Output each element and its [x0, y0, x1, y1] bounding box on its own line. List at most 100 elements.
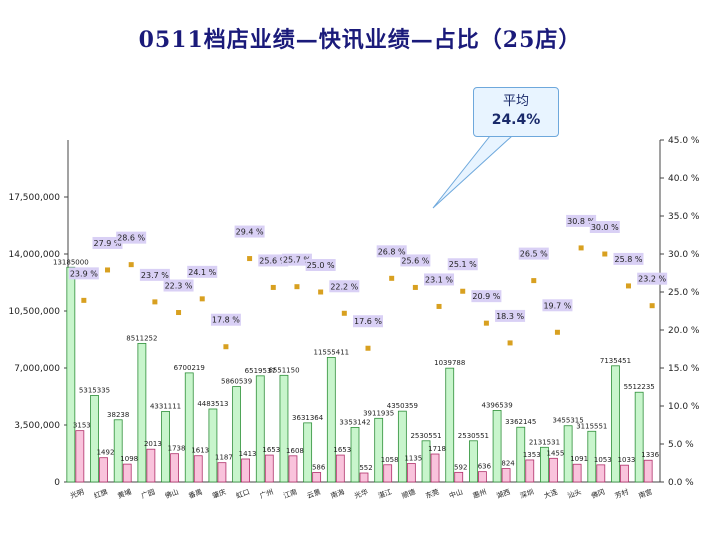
chart-title: 0511档店业绩—快讯业绩—占比（25店）	[138, 27, 582, 53]
bar-series2	[549, 457, 558, 483]
category-label: 肇庆	[211, 487, 227, 500]
pct-data-label: 23.1 %	[425, 275, 453, 284]
bar1-data-label: 6551150	[268, 366, 299, 374]
pct-data-label: 28.6 %	[117, 234, 145, 243]
bar-series2	[406, 463, 416, 483]
bar1-data-label: 5860539	[221, 378, 252, 386]
right-tick-label: 35.0 %	[668, 212, 700, 222]
pct-label-box	[589, 221, 620, 233]
pct-point	[554, 329, 560, 335]
callout-value: 24.4%	[491, 112, 541, 128]
bar-series2	[643, 459, 653, 483]
bar2-data-label: 552	[359, 464, 372, 472]
bar1-data-label: 5315335	[79, 386, 110, 394]
bar-series2	[383, 464, 393, 483]
category-label: 光华	[353, 487, 369, 500]
bar2-data-label: 586	[312, 463, 326, 471]
pct-point	[365, 345, 371, 351]
pct-label-box	[187, 265, 218, 278]
pct-label-box	[518, 247, 549, 260]
bar1-data-label: 11555411	[313, 348, 349, 356]
bar-series1	[587, 430, 597, 483]
bar1-data-label: 38238	[107, 411, 129, 419]
bar-series1	[516, 426, 526, 483]
pct-label-box	[116, 231, 147, 244]
bar-series2	[335, 454, 345, 483]
bar2-data-label: 1336	[641, 451, 659, 459]
pct-label-box	[542, 299, 573, 312]
bar2-data-label: 1653	[333, 446, 351, 454]
pct-label-box	[613, 252, 644, 265]
pct-data-label: 27.9 %	[94, 239, 122, 248]
bar1-data-label: 6519537	[245, 367, 276, 375]
bar-series1	[421, 440, 431, 483]
bar1-data-label: 2530551	[410, 432, 441, 440]
bar1-data-label: 3362145	[505, 418, 536, 426]
pct-data-label: 22.2 %	[330, 282, 358, 291]
pct-data-label: 17.8 %	[212, 316, 240, 325]
pct-data-label: 24.1 %	[188, 268, 216, 277]
right-tick-label: 40.0 %	[668, 174, 700, 184]
bar2-data-label: 1718	[428, 445, 446, 453]
bar-series2	[75, 430, 85, 483]
bar-series2	[620, 464, 629, 483]
pct-label-box	[495, 309, 526, 322]
pct-label-box	[376, 245, 407, 258]
bar-series1	[113, 419, 123, 483]
category-label: 深圳	[519, 487, 535, 500]
pct-label-box	[258, 254, 289, 267]
bar1-data-label: 3631364	[292, 414, 324, 422]
callout-pointer	[432, 135, 514, 209]
bar2-data-label: 1091	[570, 455, 588, 463]
bar-series1	[445, 367, 455, 483]
right-tick-label: 10.0 %	[668, 402, 700, 412]
pct-data-label: 25.6 %	[401, 256, 429, 265]
category-label: 芳村	[614, 487, 630, 500]
bar-series1	[563, 425, 573, 483]
bar-series2	[501, 468, 511, 483]
right-tick-label: 15.0 %	[668, 364, 700, 374]
left-tick-label: 17,500,000	[8, 193, 60, 203]
bar2-data-label: 2013	[144, 440, 162, 448]
pct-label-box	[447, 258, 478, 271]
bar-series2	[312, 472, 322, 483]
bar-series1	[492, 410, 502, 483]
bar1-data-label: 8511252	[126, 334, 157, 342]
pct-point	[507, 340, 513, 346]
bar-series1	[468, 440, 478, 483]
pct-label-box	[234, 225, 265, 238]
pct-point	[578, 245, 584, 251]
pct-point	[294, 284, 300, 290]
category-label: 中山	[448, 487, 464, 500]
pct-data-label: 25.6 %	[259, 256, 287, 265]
pct-data-label: 18.3 %	[496, 312, 524, 321]
pct-point	[460, 288, 466, 294]
left-tick-label: 14,000,000	[8, 250, 60, 260]
pct-data-label: 25.0 %	[307, 261, 335, 270]
left-tick-label: 3,500,000	[14, 421, 60, 431]
bar-series2	[359, 472, 369, 483]
pct-point	[649, 303, 655, 309]
pct-point	[81, 297, 87, 303]
category-label: 番禺	[188, 488, 204, 500]
bar2-data-label: 1353	[523, 451, 541, 459]
bar-series2	[525, 459, 535, 483]
bar-series2	[596, 464, 606, 483]
right-tick-label: 20.0 %	[668, 326, 700, 336]
pct-point	[483, 320, 489, 326]
pct-data-label: 26.8 %	[378, 247, 406, 256]
bar-series1	[611, 365, 620, 483]
pct-label-box	[305, 259, 336, 271]
pct-label-box	[139, 268, 170, 281]
bar-series1	[397, 410, 407, 483]
bar1-data-label: 2131531	[529, 438, 560, 446]
data-labels: 13185000 3153 5315335 1492 38238 1098 8511252 2…	[53, 258, 660, 472]
pct-label-box	[637, 272, 668, 285]
category-label: 东莞	[424, 487, 440, 500]
pct-point	[176, 310, 182, 316]
bar1-data-label: 5512235	[624, 383, 655, 391]
category-label: 湛江	[377, 488, 393, 500]
bar1-data-label: 4331111	[150, 402, 181, 410]
bar2-data-label: 1608	[286, 447, 304, 455]
pct-label-box	[400, 254, 431, 267]
